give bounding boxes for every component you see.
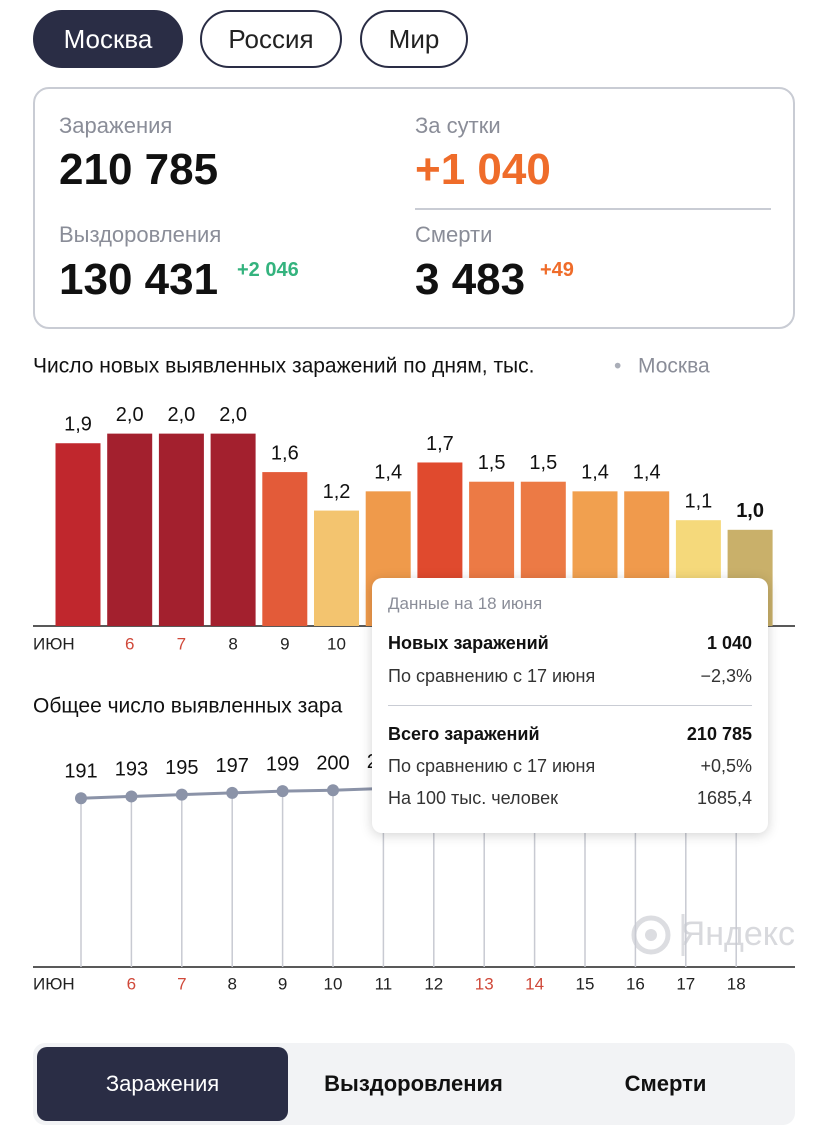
stat-label: Выздоровления: [59, 222, 222, 247]
x-tick-label: 8: [228, 634, 237, 653]
bottom-tab[interactable]: Выздоровления: [324, 1071, 503, 1096]
x-tick-label: 14: [525, 974, 544, 993]
tooltip-label: На 100 тыс. человек: [388, 788, 558, 808]
charts: Число новых выявленных заражений по дням…: [33, 355, 795, 993]
stat-label: За сутки: [415, 113, 501, 138]
bar: [55, 443, 101, 626]
value-label: 2,0: [219, 404, 247, 426]
x-tick-label: 16: [626, 974, 645, 993]
x-tick-label: ИЮН: [33, 974, 75, 993]
bar: [210, 433, 256, 626]
bar: [107, 433, 153, 626]
divider: [388, 705, 752, 706]
value-label: 195: [165, 757, 198, 779]
bar: [158, 433, 204, 626]
tooltip-value: 210 785: [686, 724, 752, 744]
point: [125, 790, 138, 803]
x-tick-label: 9: [278, 974, 287, 993]
value-label: 1,9: [64, 414, 92, 436]
value-label: 1,4: [633, 462, 661, 484]
value-label: 197: [216, 755, 249, 777]
value-label: 1,4: [374, 462, 402, 484]
stat-label: Смерти: [415, 222, 493, 247]
bar: [262, 472, 308, 626]
value-label: 1,7: [426, 433, 454, 455]
x-tick-label: 12: [424, 974, 443, 993]
point: [175, 788, 188, 801]
stat-value: 210 785: [59, 145, 219, 194]
x-tick-label: 10: [327, 634, 346, 653]
region-tab[interactable]: Мир: [360, 10, 468, 68]
tooltip: Данные на 18 июня Новых заражений 1 040 …: [372, 578, 768, 833]
stat-delta: +2 046: [237, 259, 299, 281]
value-label: 199: [266, 753, 299, 775]
value-label: 2,0: [116, 404, 144, 426]
watermark: Яндекс: [631, 914, 795, 956]
x-tick-label: 18: [727, 974, 746, 993]
x-tick-label: 17: [676, 974, 695, 993]
x-tick-label: 9: [280, 634, 289, 653]
value-label: 2,0: [167, 404, 195, 426]
x-tick-label: 7: [177, 974, 186, 993]
stat-delta: +49: [540, 259, 574, 281]
value-label: 1,5: [478, 452, 506, 474]
tooltip-value: 1685,4: [696, 788, 752, 808]
point: [75, 792, 87, 805]
watermark-text: Яндекс: [681, 915, 795, 953]
x-tick-label: ИЮН: [33, 634, 75, 653]
bottom-tab[interactable]: Смерти: [624, 1071, 707, 1096]
tooltip-label: Новых заражений: [388, 633, 549, 653]
bottom-tabs: Заражения Выздоровления Смерти: [33, 1043, 795, 1125]
tooltip-value: 1 040: [706, 633, 752, 653]
divider: [415, 208, 771, 210]
tooltip-title: Данные на 18 июня: [388, 594, 543, 613]
value-label: 191: [64, 760, 97, 782]
point: [226, 786, 239, 799]
x-tick-label: 15: [576, 974, 595, 993]
value-label: 1,0: [736, 500, 764, 522]
x-tick-label: 10: [324, 974, 343, 993]
stat-value: 130 431: [59, 255, 219, 304]
x-tick-label: 8: [227, 974, 236, 993]
x-tick-label: 13: [475, 974, 494, 993]
region-tab[interactable]: Москва: [33, 10, 183, 68]
value-label: 200: [316, 753, 349, 775]
stat-value: 3 483: [415, 255, 526, 304]
tooltip-label: Всего заражений: [388, 724, 540, 744]
x-tick-label: 11: [375, 974, 393, 993]
value-label: 1,5: [529, 452, 557, 474]
stat-label: Заражения: [59, 113, 173, 138]
value-label: 1,1: [684, 490, 712, 512]
region-tab[interactable]: Россия: [200, 10, 342, 68]
x-tick-label: 6: [127, 974, 136, 993]
dot: •: [614, 355, 621, 378]
point: [327, 784, 339, 797]
value-label: 1,4: [581, 462, 609, 484]
value-label: 1,6: [271, 442, 299, 464]
x-tick-label: 6: [125, 634, 134, 653]
chart-title: Общее число выявленных зара: [33, 695, 343, 718]
tooltip-value: +0,5%: [700, 756, 752, 776]
chart-title: Число новых выявленных заражений по дням…: [33, 355, 535, 378]
bottom-tab[interactable]: Заражения: [37, 1047, 288, 1121]
stats-card: Заражения 210 785 За сутки +1 040 Выздор…: [33, 87, 795, 329]
chart-subtitle: Москва: [638, 355, 710, 378]
point: [276, 785, 289, 798]
value-label: 1,2: [323, 481, 351, 503]
tooltip-value: −2,3%: [700, 666, 752, 686]
stat-value: +1 040: [415, 145, 551, 194]
tooltip-label: По сравнению с 17 июня: [388, 756, 596, 776]
x-tick-label: 7: [177, 634, 186, 653]
bar: [314, 510, 359, 626]
tooltip-label: По сравнению с 17 июня: [388, 666, 596, 686]
value-label: 193: [115, 759, 148, 781]
